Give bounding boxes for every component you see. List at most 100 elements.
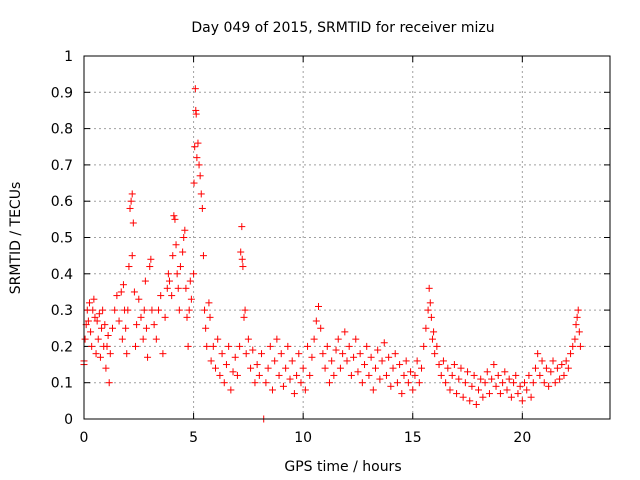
data-point xyxy=(455,375,463,383)
data-point xyxy=(389,364,397,372)
data-point xyxy=(479,393,487,401)
data-point xyxy=(485,390,493,398)
data-point xyxy=(477,375,485,383)
data-point xyxy=(214,335,222,343)
data-point xyxy=(196,172,204,180)
data-point xyxy=(527,393,535,401)
data-point xyxy=(147,255,155,263)
data-point xyxy=(431,350,439,358)
data-point xyxy=(262,379,270,387)
y-tick-label: 0.7 xyxy=(51,158,73,174)
data-point xyxy=(496,390,504,398)
data-point xyxy=(295,350,303,358)
chart-title: Day 049 of 2015, SRMTID for receiver miz… xyxy=(191,20,494,36)
data-point xyxy=(540,379,548,387)
data-point xyxy=(369,386,377,394)
data-point xyxy=(387,382,395,390)
data-point xyxy=(525,371,533,379)
data-point xyxy=(85,299,93,307)
data-point xyxy=(144,353,152,361)
data-point xyxy=(501,368,509,376)
y-tick-label: 0.5 xyxy=(51,231,73,247)
data-point xyxy=(345,342,353,350)
data-point xyxy=(183,313,191,321)
data-point xyxy=(293,371,301,379)
data-point xyxy=(545,382,553,390)
data-point xyxy=(385,353,393,361)
data-points xyxy=(80,85,584,423)
data-point xyxy=(576,342,584,350)
data-point xyxy=(418,364,426,372)
data-point xyxy=(312,317,320,325)
data-point xyxy=(137,313,145,321)
data-point xyxy=(323,342,331,350)
data-point xyxy=(132,342,140,350)
y-tick-label: 0 xyxy=(64,412,73,428)
data-point xyxy=(236,342,244,350)
data-point xyxy=(358,379,366,387)
data-point xyxy=(123,350,131,358)
data-point xyxy=(91,313,99,321)
x-axis-label: GPS time / hours xyxy=(284,459,401,475)
data-point xyxy=(249,346,257,354)
data-point xyxy=(529,379,537,387)
data-point xyxy=(88,342,96,350)
data-point xyxy=(181,226,189,234)
data-point xyxy=(125,263,133,271)
data-point xyxy=(84,317,92,325)
data-point xyxy=(174,284,182,292)
y-tick-label: 0.8 xyxy=(51,122,73,138)
data-point xyxy=(444,364,452,372)
data-point xyxy=(227,386,235,394)
data-point xyxy=(391,350,399,358)
data-point xyxy=(516,382,524,390)
data-point xyxy=(87,328,95,336)
data-point xyxy=(411,371,419,379)
data-point xyxy=(244,335,252,343)
data-point xyxy=(237,248,245,256)
data-point xyxy=(165,277,173,285)
data-point xyxy=(464,368,472,376)
data-point xyxy=(569,342,577,350)
data-point xyxy=(301,386,309,394)
data-point xyxy=(101,321,109,329)
data-point xyxy=(268,386,276,394)
data-point xyxy=(507,393,515,401)
data-point xyxy=(425,284,433,292)
data-point xyxy=(523,386,531,394)
data-point xyxy=(339,350,347,358)
data-point xyxy=(122,324,130,332)
x-tick-label: 0 xyxy=(80,430,89,446)
data-point xyxy=(93,317,101,325)
data-point xyxy=(560,371,568,379)
data-point xyxy=(98,324,106,332)
data-point xyxy=(199,252,207,260)
data-point xyxy=(173,270,181,278)
data-point xyxy=(304,342,312,350)
data-point xyxy=(382,371,390,379)
data-point xyxy=(94,335,102,343)
data-point xyxy=(315,302,323,310)
data-point xyxy=(334,335,342,343)
data-point xyxy=(198,204,206,212)
data-point xyxy=(212,364,219,372)
data-point xyxy=(99,306,107,314)
data-point xyxy=(127,197,135,205)
data-point xyxy=(310,335,318,343)
data-point xyxy=(133,321,141,329)
data-point xyxy=(225,342,233,350)
data-point xyxy=(209,342,217,350)
data-point xyxy=(551,379,559,387)
data-point xyxy=(426,299,434,307)
axis-ticks: 00.10.20.30.40.50.60.70.80.910 5 10 15 20 xyxy=(51,49,610,446)
x-tick-label: 5 xyxy=(189,430,198,446)
data-point xyxy=(572,321,580,329)
data-point xyxy=(111,306,119,314)
data-point xyxy=(195,161,203,169)
data-point xyxy=(330,371,338,379)
data-point xyxy=(89,306,97,314)
data-point xyxy=(102,364,110,372)
data-point xyxy=(130,288,138,296)
data-point xyxy=(152,335,160,343)
data-point xyxy=(446,386,454,394)
